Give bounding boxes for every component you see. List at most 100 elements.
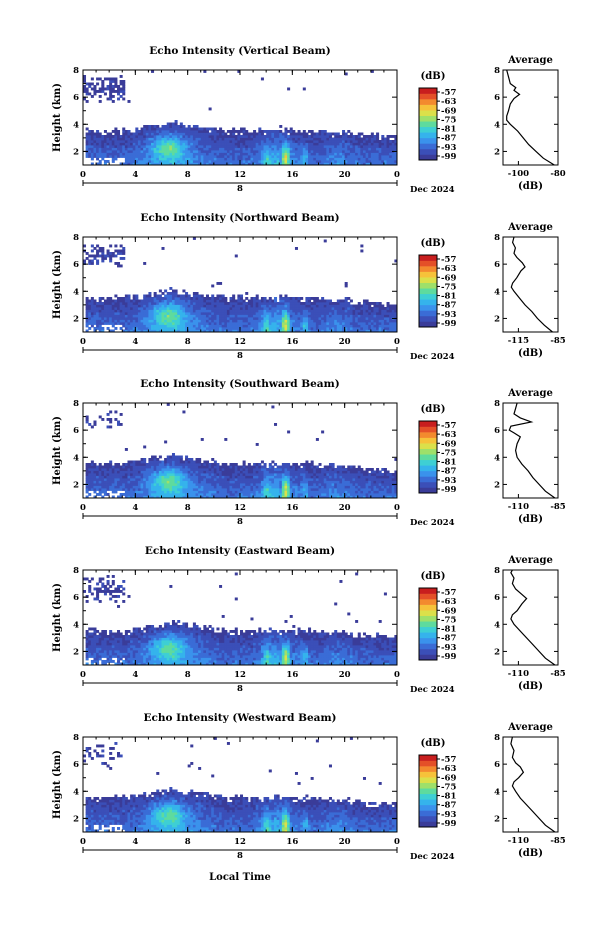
heatmap-cell	[208, 140, 212, 143]
heatmap-cell	[169, 142, 173, 146]
heatmap-cell	[216, 294, 220, 298]
heatmap-cell	[130, 319, 134, 323]
average-frame	[502, 69, 559, 166]
heatmap-cell	[342, 309, 346, 313]
heatmap-cell	[127, 463, 131, 466]
heatmap-cell	[200, 127, 204, 131]
heatmap-cell	[284, 312, 288, 315]
heatmap-cell	[169, 152, 173, 156]
heatmap-cell	[96, 155, 100, 158]
heatmap-cell	[148, 470, 152, 474]
heatmap-cell	[334, 314, 338, 318]
heatmap-cell	[192, 132, 196, 136]
heatmap-cell	[151, 145, 155, 148]
heatmap-cell	[111, 307, 115, 310]
heatmap-cell	[148, 460, 152, 464]
heatmap-cell	[96, 259, 100, 263]
heatmap-cell	[101, 247, 105, 250]
heatmap-cell	[274, 135, 278, 138]
heatmap-cell	[321, 147, 325, 151]
heatmap-cell	[357, 309, 361, 313]
heatmap-cell	[266, 307, 270, 310]
heatmap-cell	[219, 162, 223, 166]
heatmap-cell	[323, 157, 327, 161]
heatmap-cell	[156, 307, 160, 310]
heatmap-cell	[151, 152, 155, 156]
heatmap-cell	[166, 468, 170, 471]
heatmap-cell	[169, 309, 173, 313]
heatmap-cell	[279, 329, 283, 333]
heatmap-cell	[90, 244, 94, 248]
heatmap-cell	[310, 132, 314, 136]
heatmap-cell	[344, 309, 348, 313]
heatmap-cell	[179, 130, 183, 133]
heatmap-cell	[111, 299, 115, 303]
heatmap-cell	[321, 132, 325, 136]
heatmap-cell	[326, 317, 330, 320]
heatmap-cell	[386, 142, 390, 146]
heatmap-cell	[279, 160, 283, 163]
heatmap-cell	[247, 314, 251, 318]
x-tick-label: 0	[394, 337, 400, 347]
heatmap-cell	[310, 302, 314, 305]
heatmap-cell	[117, 97, 121, 101]
heatmap-cell	[158, 470, 162, 474]
heatmap-cell	[211, 297, 215, 300]
heatmap-cell	[179, 150, 183, 153]
heatmap-cell	[88, 317, 92, 320]
heatmap-cell	[294, 473, 298, 476]
heatmap-cell	[213, 463, 217, 466]
heatmap-cell	[386, 162, 390, 166]
heatmap-cell	[124, 465, 128, 469]
heatmap-cell	[276, 152, 280, 156]
heatmap-cell	[389, 309, 393, 313]
heatmap-cell	[250, 147, 254, 151]
heatmap-cell	[253, 162, 257, 166]
heatmap-cell	[98, 307, 102, 310]
heatmap-cell	[334, 152, 338, 156]
heatmap-cell	[240, 130, 244, 133]
heatmap-cell	[292, 307, 296, 310]
heatmap-cell	[177, 160, 181, 163]
heatmap-cell	[250, 312, 254, 315]
avg-y-tick-label: 2	[494, 314, 500, 324]
heatmap-cell	[245, 162, 249, 166]
heatmap-cell	[328, 162, 332, 166]
heatmap-cell	[151, 473, 155, 476]
heatmap-cell	[221, 495, 225, 499]
heatmap-cell	[177, 460, 181, 464]
heatmap-cell	[308, 160, 312, 163]
heatmap-cell	[106, 483, 110, 486]
heatmap-cell	[164, 142, 168, 146]
heatmap-cell	[83, 85, 87, 88]
heatmap-cell	[83, 262, 87, 265]
heatmap-cell	[124, 473, 128, 476]
heatmap-cell	[305, 312, 309, 315]
heatmap-cell	[192, 294, 196, 298]
heatmap-cell	[352, 150, 356, 153]
heatmap-cell	[161, 470, 165, 474]
heatmap-cell	[328, 140, 332, 143]
heatmap-cell	[114, 327, 118, 330]
heatmap-cell	[234, 254, 238, 258]
heatmap-cell	[389, 327, 393, 330]
heatmap-cell	[250, 493, 254, 496]
heatmap-cell	[88, 142, 92, 146]
heatmap-cell	[164, 127, 168, 131]
heatmap-cell	[284, 470, 288, 474]
colorbar-tick-label: -87	[441, 301, 456, 311]
heatmap-cell	[122, 475, 126, 479]
heatmap-cell	[156, 488, 160, 491]
heatmap-cell	[85, 302, 89, 305]
heatmap-cell	[300, 468, 304, 471]
heatmap-cell	[279, 475, 283, 479]
heatmap-cell	[85, 329, 89, 333]
heatmap-cell	[124, 162, 128, 166]
heatmap-cell	[253, 147, 257, 151]
heatmap-cell	[226, 475, 230, 479]
heatmap-cell	[253, 478, 257, 481]
heatmap-cell	[190, 327, 194, 330]
heatmap-cell	[177, 302, 181, 305]
heatmap-cell	[229, 465, 233, 469]
heatmap-cell	[156, 150, 160, 153]
